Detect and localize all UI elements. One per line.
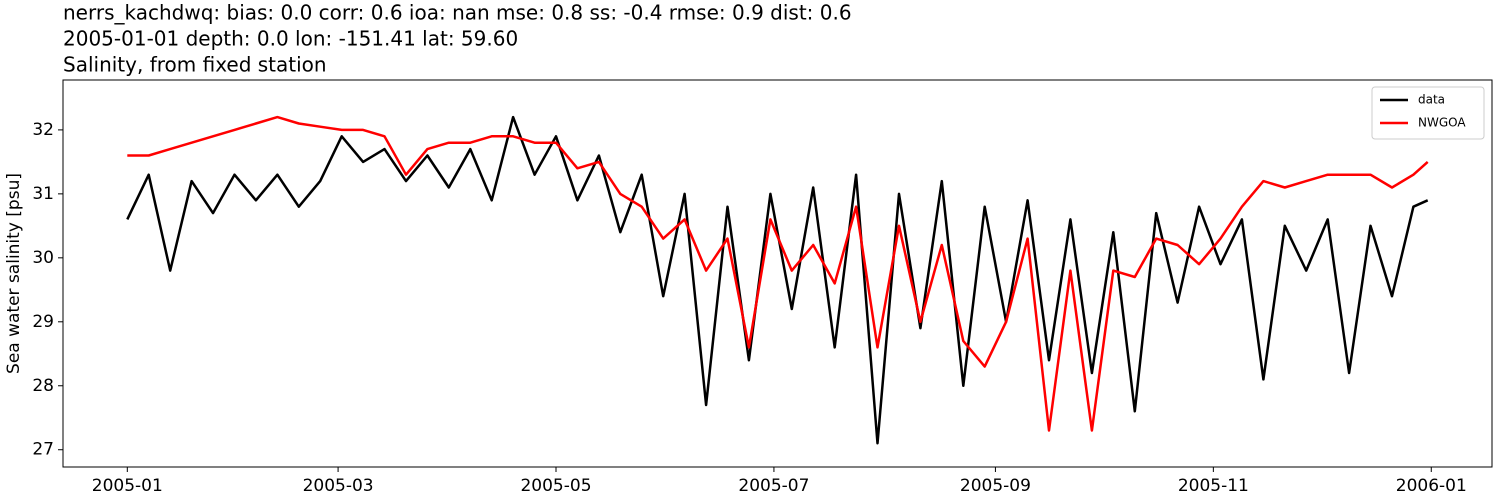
x-tick-label: 2006-01: [1396, 476, 1467, 496]
legend-label: data: [1418, 93, 1445, 107]
y-tick-label: 31: [32, 184, 54, 204]
chart-title: 2005-01-01 depth: 0.0 lon: -151.41 lat: …: [63, 27, 518, 51]
chart-title: Salinity, from fixed station: [63, 53, 327, 77]
data-line: [126, 115, 1429, 445]
x-tick-label: 2005-03: [303, 476, 374, 496]
y-tick-label: 30: [32, 248, 54, 268]
x-tick-label: 2005-07: [738, 476, 809, 496]
x-tick-label: 2005-09: [960, 476, 1031, 496]
y-tick-label: 27: [32, 440, 54, 460]
data-line: [127, 115, 1429, 432]
x-tick-label: 2005-05: [520, 476, 591, 496]
chart-title: nerrs_kachdwq: bias: 0.0 corr: 0.6 ioa: …: [63, 1, 852, 25]
plot-frame: [62, 79, 1493, 468]
y-tick-label: 28: [32, 376, 54, 396]
y-tick-label: 32: [32, 120, 54, 140]
legend-label: NWGOA: [1418, 116, 1466, 130]
y-tick-label: 29: [32, 312, 54, 332]
x-tick-label: 2005-01: [92, 476, 163, 496]
y-axis-label: Sea water salinity [psu]: [4, 173, 24, 374]
x-tick-label: 2005-11: [1178, 476, 1249, 496]
